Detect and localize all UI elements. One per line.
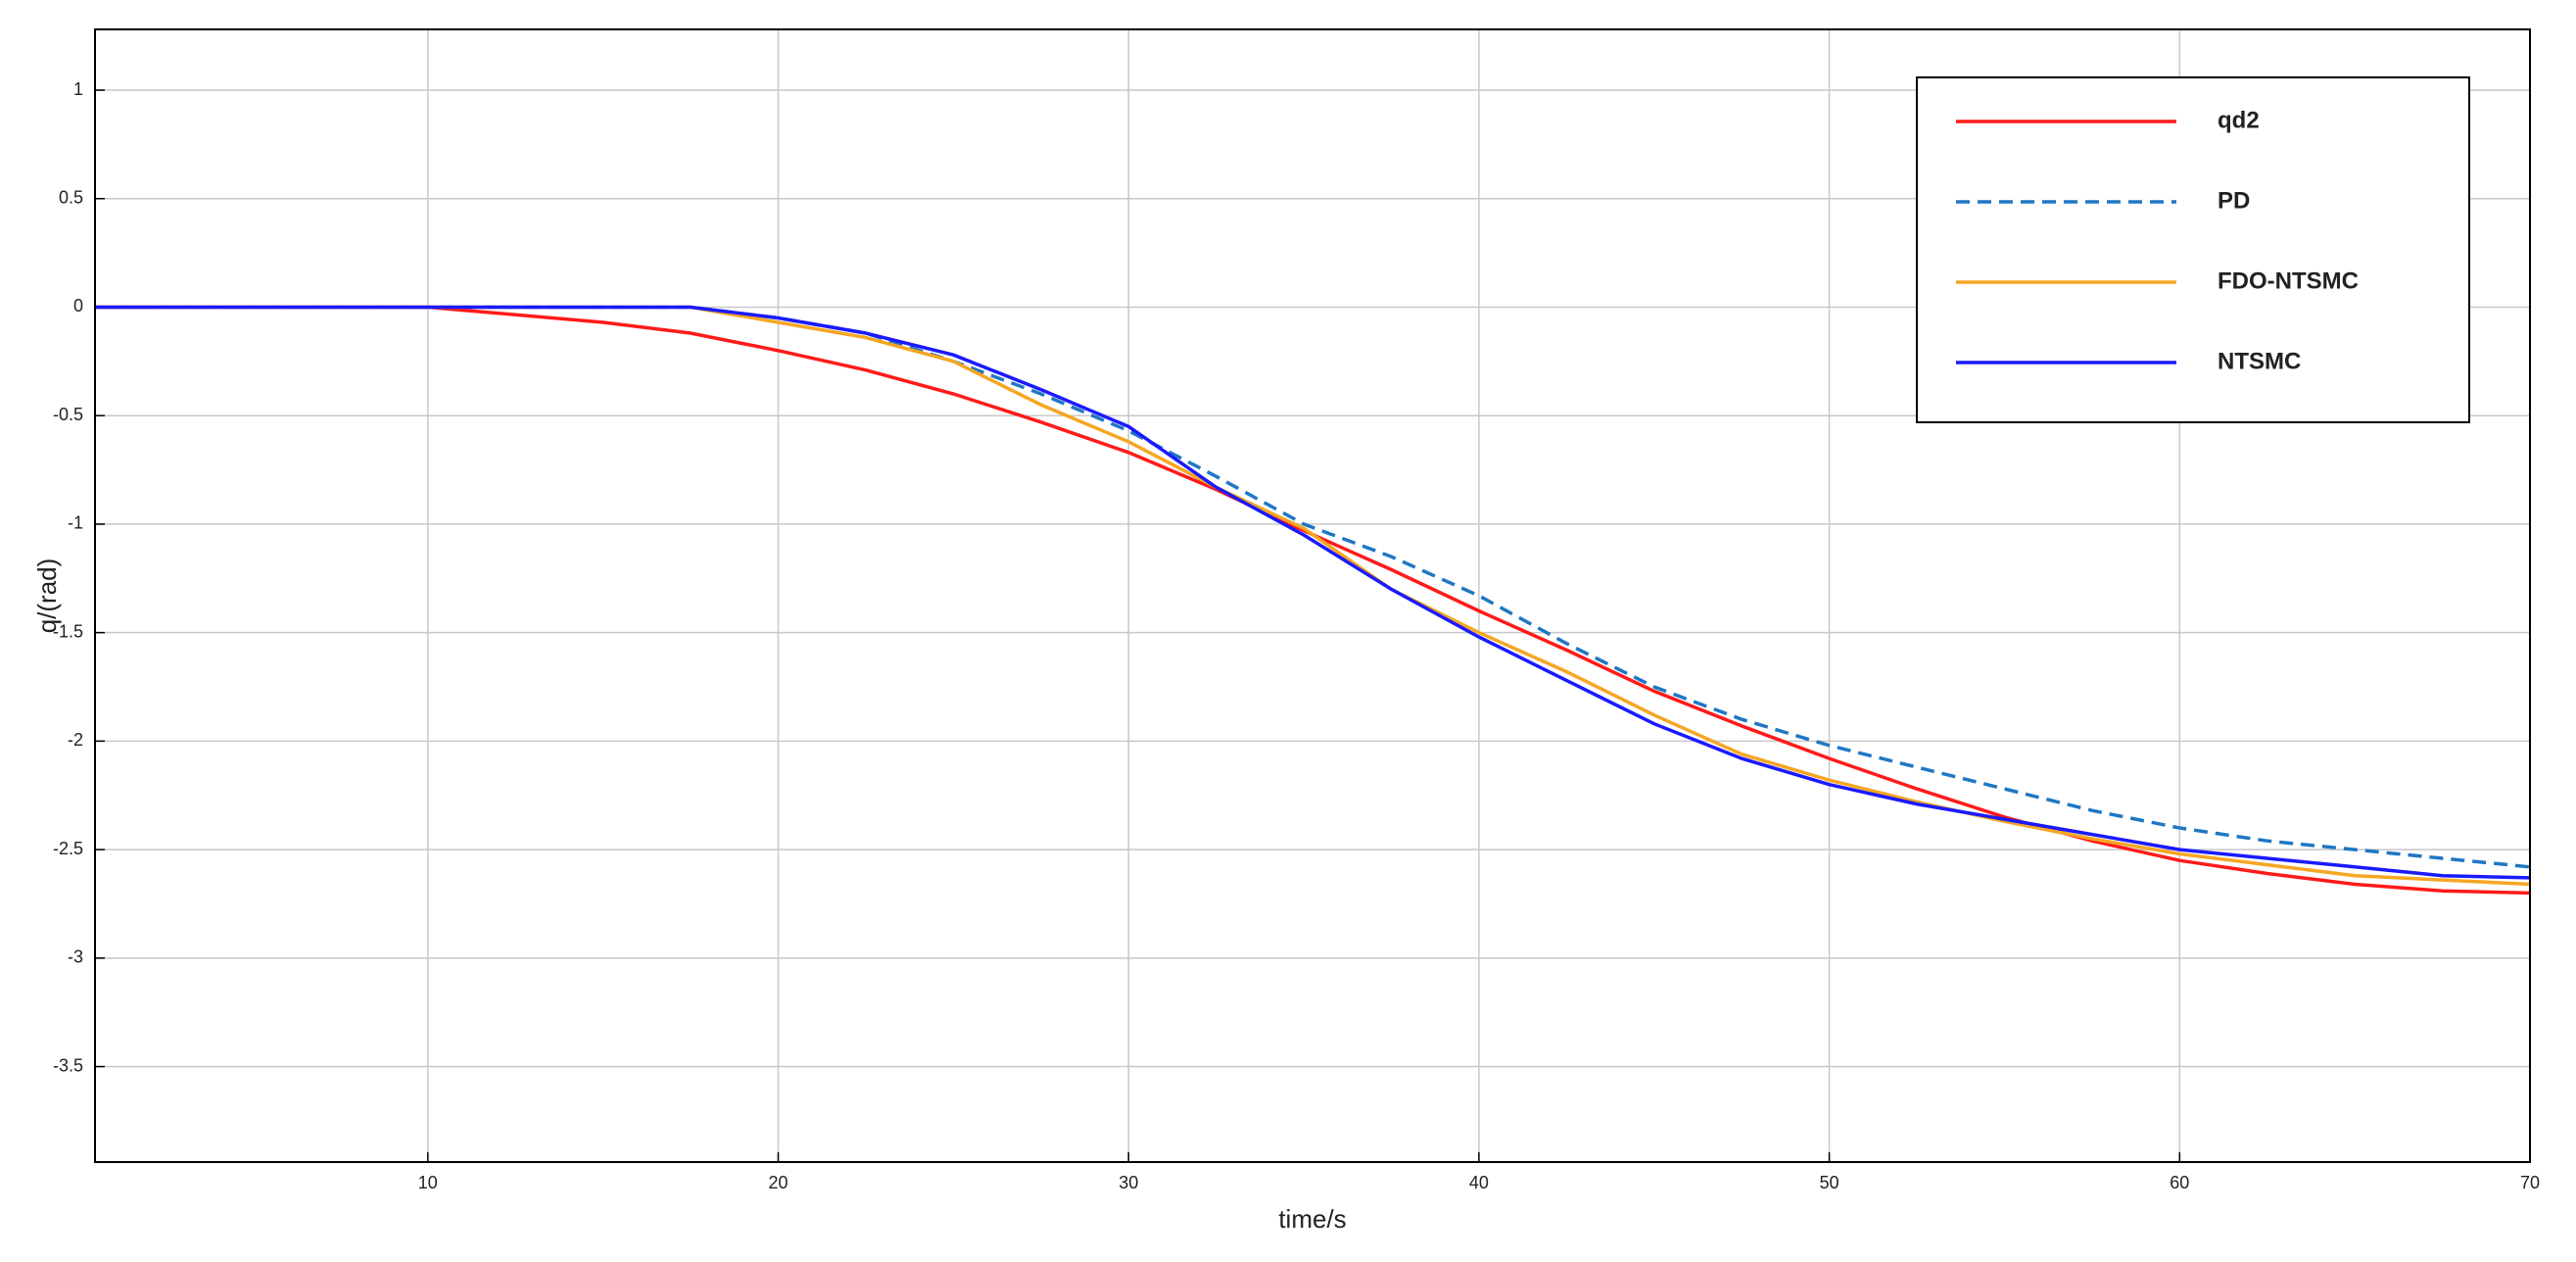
y-axis-label: q/(rad) — [32, 558, 62, 634]
y-tick-label: -1 — [68, 513, 83, 533]
x-tick-label: 20 — [768, 1173, 787, 1192]
y-tick-label: 0.5 — [59, 187, 83, 207]
y-tick-label: 1 — [73, 79, 83, 99]
y-tick-label: -1.5 — [53, 621, 83, 641]
legend-label: FDO-NTSMC — [2218, 267, 2359, 294]
y-tick-label: -2 — [68, 730, 83, 750]
y-tick-label: -2.5 — [53, 839, 83, 858]
x-tick-label: 10 — [418, 1173, 438, 1192]
x-tick-label: 30 — [1119, 1173, 1138, 1192]
legend-label: NTSMC — [2218, 348, 2301, 374]
x-tick-label: 70 — [2520, 1173, 2540, 1192]
x-axis-label: time/s — [1278, 1204, 1346, 1234]
y-tick-label: -0.5 — [53, 405, 83, 424]
series-line — [95, 305, 2531, 896]
y-tick-label: 0 — [73, 296, 83, 316]
plot-frame — [94, 28, 2531, 1163]
legend-box — [1916, 76, 2470, 423]
legend-label: PD — [2218, 187, 2250, 214]
x-tick-label: 60 — [2170, 1173, 2189, 1192]
y-tick-label: -3 — [68, 947, 83, 967]
x-tick-label: 50 — [1820, 1173, 1839, 1192]
series-line — [95, 305, 2531, 880]
legend-label: qd2 — [2218, 107, 2260, 133]
x-tick-label: 40 — [1469, 1173, 1489, 1192]
y-tick-label: -3.5 — [53, 1055, 83, 1075]
